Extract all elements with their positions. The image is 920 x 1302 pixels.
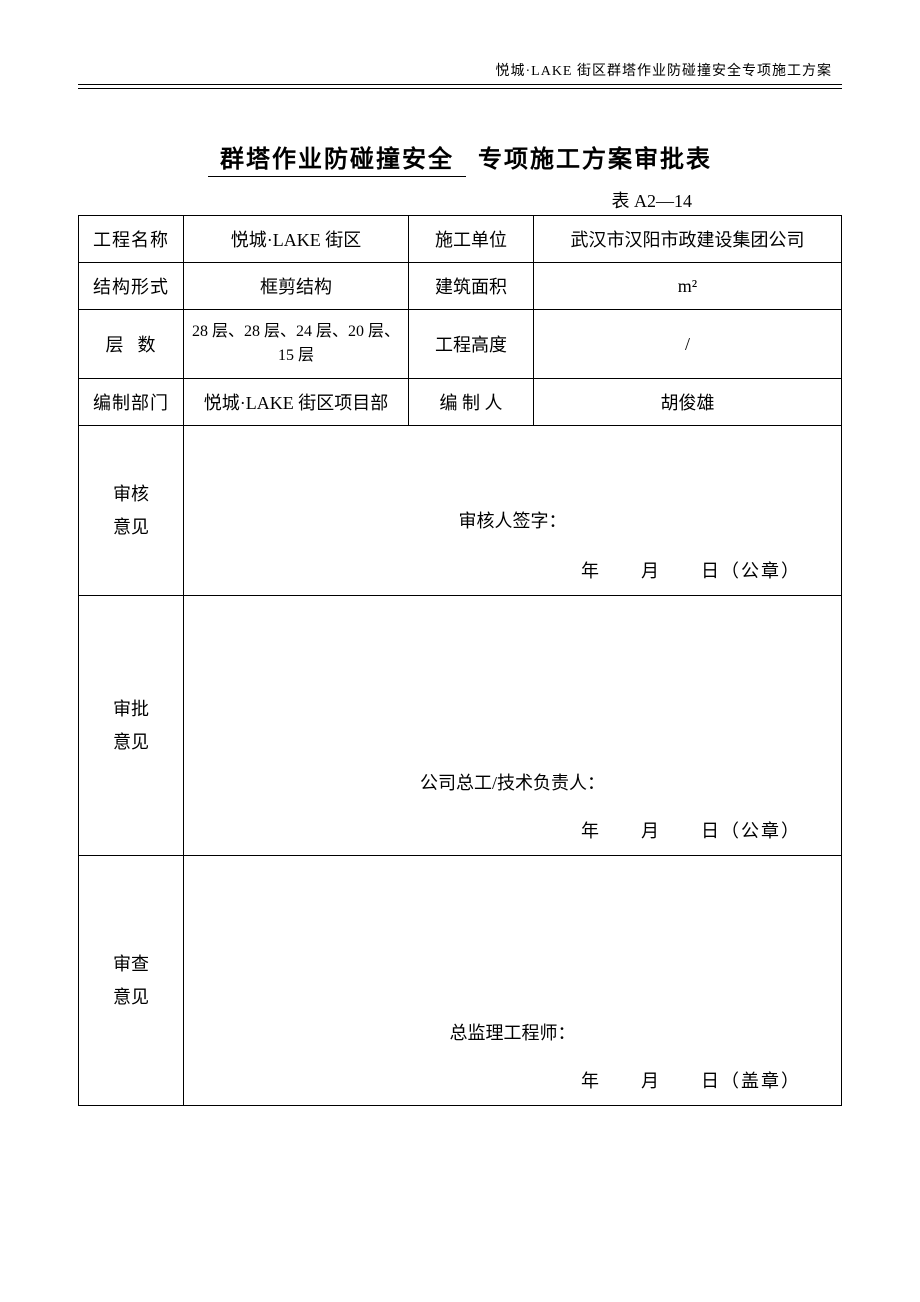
chief-engineer-label: 公司总工/技术负责人： <box>184 769 841 795</box>
reviewer-signature-label: 审核人签字： <box>184 507 841 533</box>
label-construction-unit: 施工单位 <box>409 216 534 263</box>
table-row: 审核 意见 审核人签字： 年 月 日（公章） <box>79 426 842 596</box>
label-structure-type: 结构形式 <box>79 263 184 310</box>
opinion-label-line: 审批 <box>113 699 149 719</box>
table-row: 编制部门 悦城·LAKE 街区项目部 编 制 人 胡俊雄 <box>79 379 842 426</box>
inspection-date-seal: 年 月 日（盖章） <box>581 1067 801 1093</box>
label-floors: 层数 <box>79 310 184 379</box>
review-date-seal: 年 月 日（公章） <box>581 557 801 583</box>
label-height: 工程高度 <box>409 310 534 379</box>
label-inspection-opinion: 审查 意见 <box>79 856 184 1106</box>
review-opinion-area: 审核人签字： 年 月 日（公章） <box>184 426 842 596</box>
opinion-label-line: 意见 <box>113 517 149 537</box>
opinion-label-line: 审查 <box>113 954 149 974</box>
value-structure-type: 框剪结构 <box>184 263 409 310</box>
table-code: 表 A2—14 <box>78 187 842 213</box>
running-header: 悦城·LAKE 街区群塔作业防碰撞安全专项施工方案 <box>78 60 842 85</box>
label-approval-opinion: 审批 意见 <box>79 596 184 856</box>
approval-form-table: 工程名称 悦城·LAKE 街区 施工单位 武汉市汉阳市政建设集团公司 结构形式 … <box>78 215 842 1106</box>
title-plain-part: 专项施工方案审批表 <box>472 139 712 174</box>
title-underlined-part: 群塔作业防碰撞安全 <box>208 139 466 177</box>
table-row: 结构形式 框剪结构 建筑面积 m² <box>79 263 842 310</box>
label-author: 编 制 人 <box>409 379 534 426</box>
table-row: 层数 28 层、28 层、24 层、20 层、15 层 工程高度 / <box>79 310 842 379</box>
label-project-name: 工程名称 <box>79 216 184 263</box>
label-dept: 编制部门 <box>79 379 184 426</box>
value-dept: 悦城·LAKE 街区项目部 <box>184 379 409 426</box>
document-page: 悦城·LAKE 街区群塔作业防碰撞安全专项施工方案 群塔作业防碰撞安全 专项施工… <box>0 0 920 1302</box>
label-review-opinion: 审核 意见 <box>79 426 184 596</box>
label-building-area: 建筑面积 <box>409 263 534 310</box>
value-height: / <box>534 310 842 379</box>
table-row: 审批 意见 公司总工/技术负责人： 年 月 日（公章） <box>79 596 842 856</box>
table-row: 审查 意见 总监理工程师： 年 月 日（盖章） <box>79 856 842 1106</box>
page-title: 群塔作业防碰撞安全 专项施工方案审批表 <box>78 139 842 177</box>
value-building-area: m² <box>534 263 842 310</box>
supervisor-engineer-label: 总监理工程师： <box>184 1019 841 1045</box>
value-floors: 28 层、28 层、24 层、20 层、15 层 <box>184 310 409 379</box>
value-author: 胡俊雄 <box>534 379 842 426</box>
inspection-opinion-area: 总监理工程师： 年 月 日（盖章） <box>184 856 842 1106</box>
value-project-name: 悦城·LAKE 街区 <box>184 216 409 263</box>
header-rule <box>78 88 842 89</box>
opinion-label-line: 意见 <box>113 732 149 752</box>
opinion-label-line: 审核 <box>113 484 149 504</box>
opinion-label-line: 意见 <box>113 987 149 1007</box>
approval-opinion-area: 公司总工/技术负责人： 年 月 日（公章） <box>184 596 842 856</box>
approval-date-seal: 年 月 日（公章） <box>581 817 801 843</box>
table-row: 工程名称 悦城·LAKE 街区 施工单位 武汉市汉阳市政建设集团公司 <box>79 216 842 263</box>
value-construction-unit: 武汉市汉阳市政建设集团公司 <box>534 216 842 263</box>
